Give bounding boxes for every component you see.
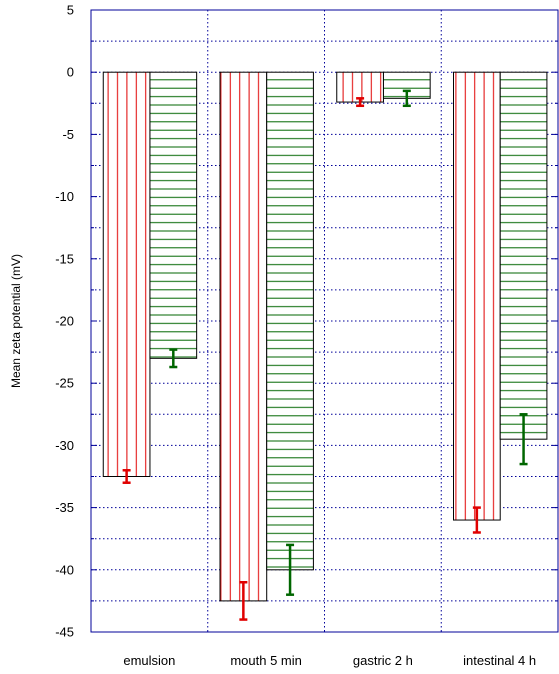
- bar-2-3: [499, 71, 548, 440]
- bar-2-1: [266, 71, 314, 571]
- plot-frame: [90, 9, 559, 633]
- y-tick-label: -10: [55, 189, 74, 204]
- x-tick-label: mouth 5 min: [230, 653, 302, 668]
- bar-1-3: [453, 71, 501, 521]
- y-axis-title: Mean zeta potential (mV): [9, 254, 23, 388]
- y-tick-label: -15: [55, 251, 74, 266]
- grid-lines: [91, 9, 558, 633]
- bar-2-0: [149, 71, 198, 359]
- y-tick-label: -20: [55, 314, 74, 329]
- y-tick-label: -25: [55, 376, 74, 391]
- y-tick-label: -45: [55, 625, 74, 640]
- y-tick-label: -35: [55, 500, 74, 515]
- x-tick-label: emulsion: [123, 653, 175, 668]
- y-tick-label: -30: [55, 438, 74, 453]
- bar-1-0: [102, 71, 151, 477]
- y-tick-label: 0: [67, 65, 74, 80]
- y-tick-labels: 5 0 -5 -10 -15 -20 -25 -30 -35 -40 -45: [55, 3, 74, 640]
- y-tick-label: -40: [55, 562, 74, 577]
- bars: [102, 71, 548, 602]
- x-tick-labels: emulsion mouth 5 min gastric 2 h intestinal…: [123, 653, 536, 668]
- x-tick-label: gastric 2 h: [353, 653, 413, 668]
- x-tick-label: intestinal 4 h: [463, 653, 536, 668]
- error-bars: [122, 89, 528, 621]
- bar-1-1: [219, 71, 268, 602]
- y-tick-label: 5: [67, 3, 74, 18]
- y-tick-label: -5: [62, 127, 74, 142]
